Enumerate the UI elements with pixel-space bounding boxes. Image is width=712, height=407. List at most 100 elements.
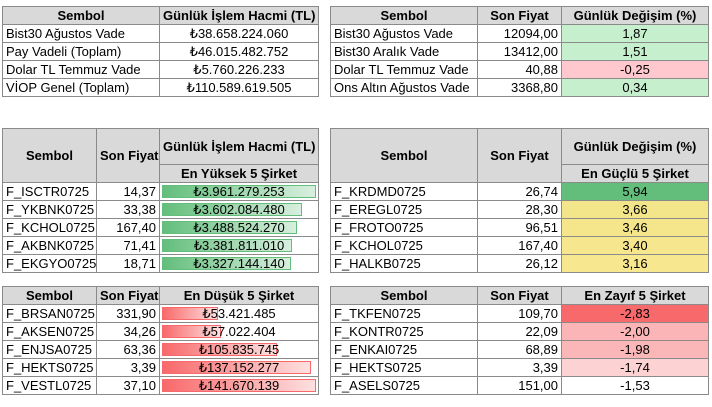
symbol-cell: F_VESTL0725 [2,376,97,395]
volume-value: ₺105.835.745 [198,342,280,357]
symbol-cell: F_ENKAI0725 [330,340,478,359]
table-row: Bist30 Ağustos Vade ₺38.658.224.060 [2,24,319,43]
table-row: Dolar TL Temmuz Vade 40,88 -0,25 [330,60,709,79]
symbol-cell: F_KCHOL0725 [2,218,97,237]
symbol-cell: VİOP Genel (Toplam) [2,78,160,97]
volume-value: ₺137.152.277 [198,360,280,375]
volume-databar-cell: ₺3.381.811.010 [159,236,319,255]
table-row: F_KCHOL0725 167,40 3,40 [330,236,709,255]
symbol-cell: F_HALKB0725 [330,254,478,273]
header-last-price: Son Fiyat [96,128,160,183]
price-cell: 71,41 [96,236,160,255]
change-cell: 3,66 [561,200,709,219]
table-row: F_VESTL0725 37,10 ₺141.670.139 [2,376,319,395]
table-row: VİOP Genel (Toplam) ₺110.589.619.505 [2,78,319,97]
table-row: F_HALKB0725 26,12 3,16 [330,254,709,273]
change-cell: 3,40 [561,236,709,255]
table-row: F_ISCTR0725 14,37 ₺3.961.279.253 [2,182,319,201]
volume-cell: ₺110.589.619.505 [159,78,319,97]
summary-price-table: Sembol Son Fiyat Günlük Değişim (%) Bist… [330,6,709,97]
price-cell: 34,26 [96,322,160,341]
price-cell: 3,39 [477,358,562,377]
price-cell: 68,89 [477,340,562,359]
header-daily-volume: Günlük İşlem Hacmi (TL) [159,128,319,165]
price-cell: 109,70 [477,304,562,323]
table-row: F_YKBNK0725 33,38 ₺3.602.084.480 [2,200,319,219]
table-row: Bist30 Ağustos Vade 12094,00 1,87 [330,24,709,43]
price-cell: 22,09 [477,322,562,341]
volume-databar [162,325,222,338]
price-cell: 63,36 [96,340,160,359]
symbol-cell: F_ASELS0725 [330,376,478,395]
table-row: Dolar TL Temmuz Vade ₺5.760.226.233 [2,60,319,79]
table-row: F_AKSEN0725 34,26 ₺57.022.404 [2,322,319,341]
volume-databar [162,221,298,234]
symbol-cell: Ons Altın Ağustos Vade [330,78,478,97]
change-cell: -1,98 [561,340,709,359]
header-daily-change: Günlük Değişim (%) [561,6,709,25]
symbol-cell: F_AKBNK0725 [2,236,97,255]
header-symbol: Sembol [330,6,478,25]
header-symbol: Sembol [2,128,97,183]
volume-databar-cell: ₺141.670.139 [159,376,319,395]
price-cell: 3368,80 [477,78,562,97]
change-cell: -1,74 [561,358,709,377]
volume-cell: ₺38.658.224.060 [159,24,319,43]
volume-cell: ₺46.015.482.752 [159,42,319,61]
table-row: F_KRDMD0725 26,74 5,94 [330,182,709,201]
symbol-cell: F_EREGL0725 [330,200,478,219]
price-cell: 37,10 [96,376,160,395]
volume-databar-cell: ₺3.327.144.140 [159,254,319,273]
price-cell: 96,51 [477,218,562,237]
volume-databar-cell: ₺57.022.404 [159,322,319,341]
header-last-price: Son Fiyat [477,128,562,183]
table-row: F_ASELS0725 151,00 -1,53 [330,376,709,395]
change-cell: -1,53 [561,376,709,395]
volume-value: ₺3.381.811.010 [193,238,285,253]
symbol-cell: F_KONTR0725 [330,322,478,341]
table-row: F_FROTO0725 96,51 3,46 [330,218,709,237]
header-lowest5: En Düşük 5 Şirket [159,286,319,305]
symbol-cell: F_HEKTS0725 [330,358,478,377]
volume-cell: ₺5.760.226.233 [159,60,319,79]
symbol-cell: F_KRDMD0725 [330,182,478,201]
header-symbol: Sembol [330,128,478,183]
top-losers-table: Sembol Son Fiyat En Zayıf 5 Şirket F_TKF… [330,286,709,395]
change-cell: 3,16 [561,254,709,273]
volume-value: ₺3.961.279.253 [193,184,285,199]
symbol-cell: Bist30 Ağustos Vade [2,24,160,43]
volume-databar [162,185,316,198]
table-row: Pay Vadeli (Toplam) ₺46.015.482.752 [2,42,319,61]
symbol-cell: F_ISCTR0725 [2,182,97,201]
table-row: F_HEKTS0725 3,39 -1,74 [330,358,709,377]
symbol-cell: F_YKBNK0725 [2,200,97,219]
symbol-cell: Bist30 Aralık Vade [330,42,478,61]
table-row: Bist30 Aralık Vade 13412,00 1,51 [330,42,709,61]
header-last-price: Son Fiyat [477,286,562,305]
symbol-cell: F_BRSAN0725 [2,304,97,323]
symbol-cell: F_ENJSA0725 [2,340,97,359]
header-last-price: Son Fiyat [96,286,160,305]
symbol-cell: F_HEKTS0725 [2,358,97,377]
header-symbol: Sembol [2,286,97,305]
volume-databar [162,343,277,356]
change-cell: 1,51 [561,42,709,61]
subheader-strongest5: En Güçlü 5 Şirket [561,164,709,183]
volume-value: ₺57.022.404 [202,324,276,339]
top-gainers-table: Sembol Son Fiyat Günlük Değişim (%) En G… [330,128,709,273]
symbol-cell: Bist30 Ağustos Vade [330,24,478,43]
volume-databar [162,257,291,270]
table-row: F_KONTR0725 22,09 -2,00 [330,322,709,341]
table-row: F_HEKTS0725 3,39 ₺137.152.277 [2,358,319,377]
volume-databar-cell: ₺53.421.485 [159,304,319,323]
price-cell: 40,88 [477,60,562,79]
subheader-top5: En Yüksek 5 Şirket [159,164,319,183]
volume-value: ₺3.327.144.140 [193,256,285,271]
volume-value: ₺3.602.084.480 [193,202,285,217]
change-cell: 3,46 [561,218,709,237]
symbol-cell: F_AKSEN0725 [2,322,97,341]
header-daily-change: Günlük Değişim (%) [561,128,709,165]
change-cell: 0,34 [561,78,709,97]
table-row: F_ENJSA0725 63,36 ₺105.835.745 [2,340,319,359]
volume-value: ₺141.670.139 [198,378,280,393]
